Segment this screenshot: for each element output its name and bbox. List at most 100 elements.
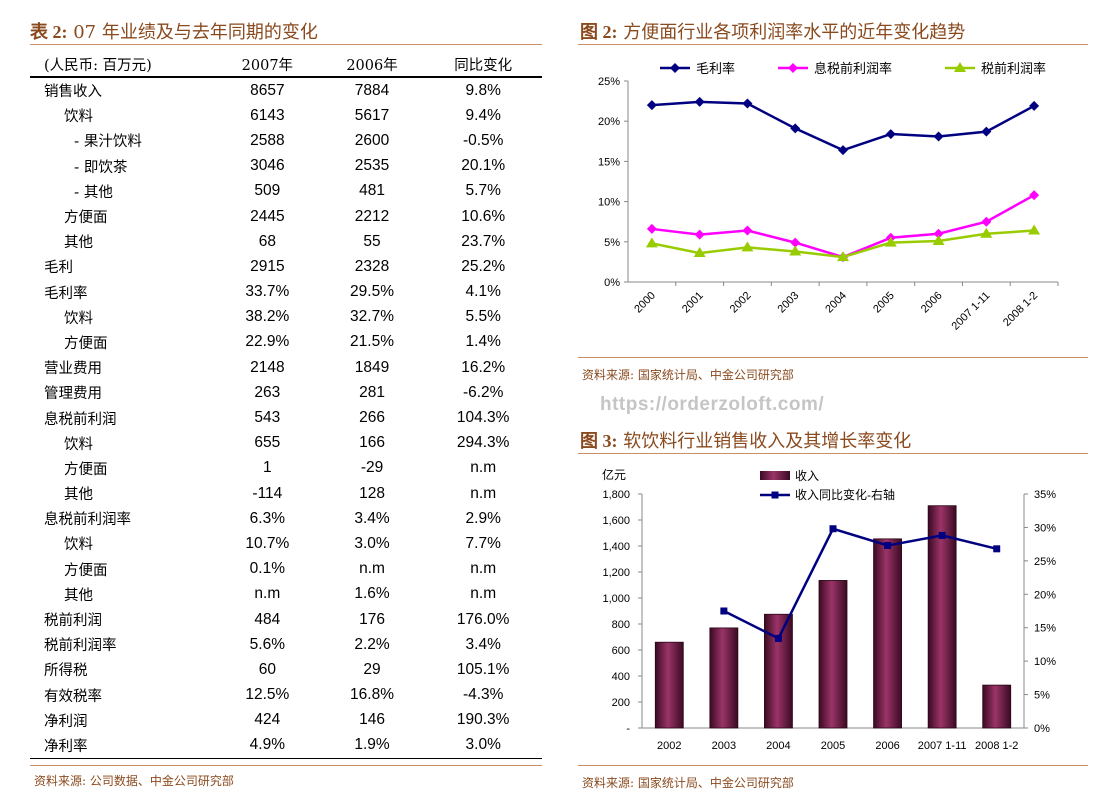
table-row: 营业费用 2148 1849 16.2% (30, 355, 542, 380)
fig3-number: 图 3: (580, 431, 618, 451)
value-change: n.m (470, 585, 497, 603)
y2-tick-label: 15% (1034, 623, 1056, 635)
value-change: 23.7% (461, 232, 506, 250)
table-row: 方便面 0.1% n.m n.m (30, 557, 542, 582)
value-2007: 12.5% (245, 686, 290, 704)
row-label: 饮料 (64, 109, 93, 126)
x-tick-label: 2006 (919, 290, 945, 316)
y2-tick-label: 5% (1034, 690, 1050, 702)
value-2006: 3.0% (354, 534, 390, 552)
results-table: (人民币: 百万元) 2007年 2006年 同比变化 销售收入 8657 7884 9.8… (30, 52, 542, 760)
data-point (932, 234, 945, 245)
table-row: 方便面 2445 2212 10.6% (30, 204, 542, 229)
row-label: - 果汁饮料 (74, 134, 142, 151)
value-change: 2.9% (465, 509, 501, 527)
legend-label: 收入 (795, 469, 819, 483)
table-row: 饮料 38.2% 32.7% 5.5% (30, 305, 542, 330)
data-point (885, 129, 896, 140)
x-tick-label: 2008 1-2 (975, 740, 1018, 752)
value-2006: 2328 (354, 257, 390, 275)
row-label: - 即饮茶 (74, 159, 128, 176)
value-2007: 2588 (250, 131, 285, 149)
value-2007: 424 (254, 711, 281, 729)
x-tick-label: 2007 1-11 (950, 290, 993, 333)
legend-marker (670, 63, 680, 73)
data-point (829, 525, 837, 533)
value-change: 190.3% (456, 711, 510, 729)
x-tick-label: 2003 (712, 740, 736, 752)
fig2-number: 图 2: (580, 22, 618, 42)
value-2007: 6143 (250, 106, 285, 124)
x-tick-label: 2004 (766, 740, 790, 752)
value-2007: 33.7% (245, 283, 290, 301)
value-2006: 1.9% (319, 732, 425, 760)
row-label: 净利润 (44, 713, 88, 730)
value-2006: 2.2% (354, 635, 390, 653)
data-point (837, 251, 849, 262)
fig2-title-text: 方便面行业各项利润率水平的近年变化趋势 (623, 22, 966, 43)
value-2007: 263 (254, 383, 281, 401)
data-point (933, 228, 944, 239)
fig3-title-text: 软饮料行业销售收入及其增长率变化 (623, 431, 912, 452)
row-label: 销售收入 (44, 84, 102, 101)
data-point (742, 98, 753, 109)
legend-label: 毛利率 (696, 61, 735, 76)
table-row: 净利润 424 146 190.3% (30, 708, 542, 733)
y-tick-label: 0% (604, 277, 620, 289)
value-2006: 16.8% (350, 686, 394, 704)
value-2006: 1.6% (354, 585, 390, 603)
fig3-source-rule (578, 765, 1088, 766)
data-point (790, 237, 801, 248)
fig3-title: 图 3: 软饮料行业销售收入及其增长率变化 (580, 427, 911, 453)
value-change: 3.0% (424, 732, 542, 760)
value-change: 176.0% (456, 610, 510, 628)
value-change: 7.7% (465, 534, 501, 552)
value-change: -4.3% (462, 686, 504, 704)
data-point (741, 241, 754, 252)
data-point (884, 541, 892, 549)
data-point (938, 531, 946, 539)
value-2006: 29.5% (350, 283, 394, 301)
value-2007: 4.9% (215, 732, 320, 760)
title-rule (30, 44, 542, 45)
value-2007: 0.1% (249, 560, 286, 578)
bar (982, 684, 1012, 729)
watermark: https://orderzoloft.com/ (600, 394, 825, 415)
y-tick-label: 1,200 (602, 567, 630, 579)
value-2007: -114 (252, 484, 283, 502)
value-change: 104.3% (456, 409, 510, 427)
value-2007: 509 (254, 182, 281, 200)
value-2006: 2535 (354, 157, 390, 175)
row-label: 方便面 (64, 461, 108, 478)
value-2006: 266 (359, 409, 385, 427)
data-point (694, 96, 705, 107)
row-label: 息税前利润 (44, 411, 117, 428)
column-header: 2006年 (319, 52, 425, 78)
value-change: 16.2% (461, 358, 506, 376)
series-line (651, 100, 1035, 152)
data-point (884, 236, 897, 247)
value-change: 9.4% (465, 106, 501, 124)
table-row: 饮料 655 166 294.3% (30, 431, 542, 456)
row-label: 饮料 (64, 537, 93, 554)
table-row: 税前利润 484 176 176.0% (30, 607, 542, 632)
value-change: 3.4% (465, 635, 501, 653)
table-row: 所得税 60 29 105.1% (30, 657, 542, 682)
value-2006: 281 (359, 383, 385, 401)
fig2-title: 图 2: 方便面行业各项利润率水平的近年变化趋势 (580, 18, 965, 44)
value-change: 20.1% (461, 157, 506, 175)
value-change: 1.4% (465, 333, 501, 351)
y2-tick-label: 0% (1034, 723, 1050, 735)
y-tick-label: 1,600 (602, 515, 630, 527)
data-point (774, 634, 782, 642)
y-tick-label: 1,400 (602, 541, 630, 553)
y-tick-label: 1,000 (602, 593, 630, 605)
bar (654, 641, 684, 729)
y-tick-label: 400 (612, 671, 630, 683)
table-row: 饮料 10.7% 3.0% 7.7% (30, 531, 542, 556)
row-label: 税前利润 (44, 613, 102, 630)
table-row: 净利率 4.9% 1.9% 3.0% (30, 732, 542, 760)
x-tick-label: 2006 (875, 740, 899, 752)
value-2006: -29 (360, 459, 384, 477)
